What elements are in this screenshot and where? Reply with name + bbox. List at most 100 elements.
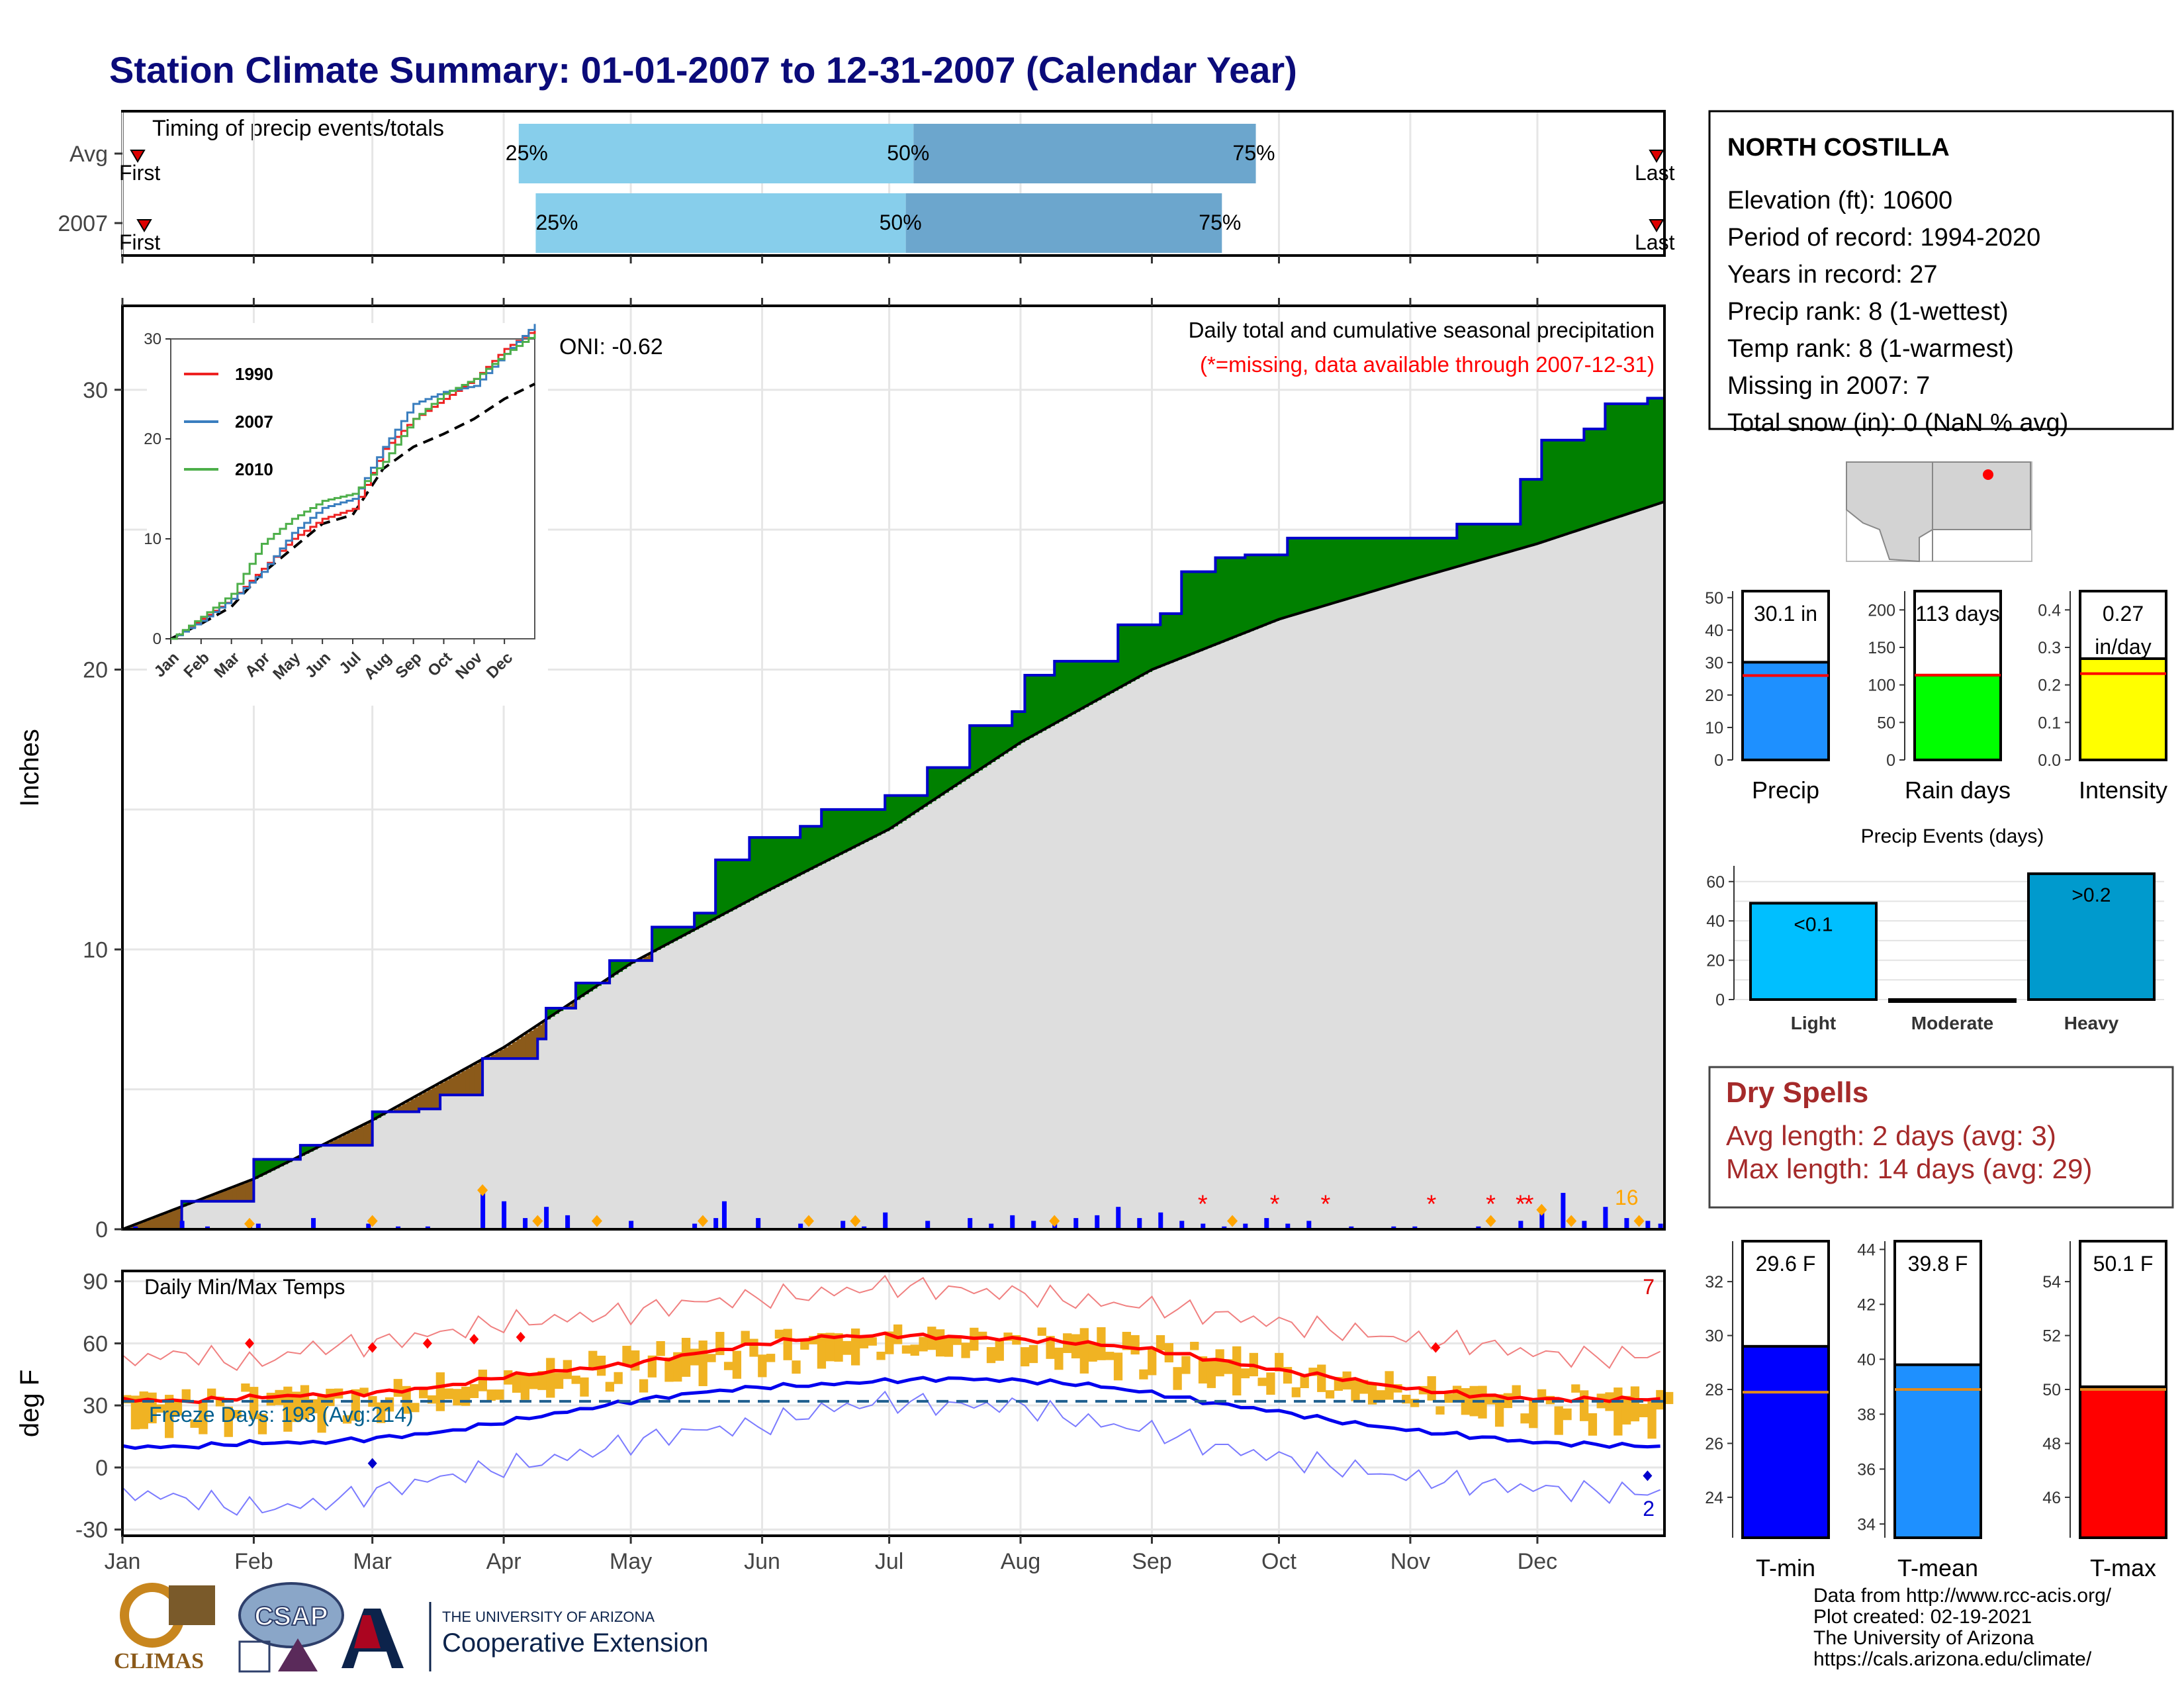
above-normal-slice <box>1567 440 1572 534</box>
above-normal-slice <box>1156 624 1161 669</box>
mini-ytick-label: 100 <box>1868 677 1895 695</box>
above-normal-slice <box>668 927 674 943</box>
above-normal-slice <box>550 1008 555 1017</box>
above-normal-slice <box>978 726 983 771</box>
oni-value: ONI: -0.62 <box>559 334 663 359</box>
daily-temp-range-bar <box>435 1372 445 1411</box>
timing-row-name: Avg <box>69 142 108 167</box>
mini-bar <box>2079 657 2167 761</box>
above-normal-slice <box>1097 661 1102 700</box>
daily-precip-bar <box>366 1223 371 1229</box>
record-high-marker <box>245 1338 255 1349</box>
climas-text: CLIMAS <box>114 1649 204 1673</box>
above-normal-slice <box>1457 524 1462 567</box>
above-normal-slice <box>1600 429 1606 523</box>
inset-ytick-label: 20 <box>144 430 161 448</box>
daily-precip-bar <box>1264 1218 1269 1229</box>
inset-avg-line <box>170 383 535 640</box>
above-normal-slice <box>304 1145 310 1154</box>
above-normal-slice <box>846 809 852 851</box>
above-normal-slice <box>1579 440 1584 530</box>
above-normal-slice <box>910 795 915 816</box>
daily-temp-range-bar <box>241 1383 250 1392</box>
daily-temp-range-bar <box>1028 1344 1038 1364</box>
above-normal-slice <box>1439 538 1445 572</box>
above-normal-slice <box>584 983 589 994</box>
above-normal-slice <box>1304 538 1309 612</box>
above-normal-slice <box>770 837 776 890</box>
above-normal-slice <box>1558 440 1563 537</box>
daily-temp-range-bar <box>1656 1389 1665 1410</box>
event-category-label: Heavy <box>2064 1013 2119 1033</box>
above-normal-slice <box>1126 624 1132 684</box>
daily-temp-range-bar <box>1240 1368 1250 1379</box>
above-normal-slice <box>825 809 831 862</box>
above-normal-slice <box>732 860 737 910</box>
above-normal-slice <box>829 809 835 859</box>
above-normal-slice <box>957 767 962 784</box>
above-normal-slice <box>1330 538 1335 604</box>
above-normal-slice <box>792 837 797 879</box>
daily-temp-range-bar <box>842 1340 852 1355</box>
heavy-event-marker <box>532 1215 543 1227</box>
mini-value-label-2: in/day <box>2095 635 2151 659</box>
mini-ytick-label: 150 <box>1868 639 1895 657</box>
station-line: Temp rank: 8 (1-warmest) <box>1727 335 2014 363</box>
below-normal-slice <box>469 1066 475 1096</box>
above-normal-slice <box>1393 538 1398 585</box>
above-normal-slice <box>787 837 792 881</box>
daily-temp-range-bar <box>1664 1391 1674 1405</box>
normal-area <box>122 501 1664 1229</box>
precip-markers: * * * * * ** <box>244 1184 1645 1230</box>
above-normal-slice <box>1584 429 1589 529</box>
below-normal-slice <box>393 1108 398 1112</box>
month-label: Mar <box>353 1549 392 1574</box>
daily-precip-bar <box>1243 1223 1248 1229</box>
above-normal-slice <box>1063 661 1068 719</box>
above-normal-slice <box>1465 524 1471 565</box>
above-normal-slice <box>1571 440 1576 533</box>
above-normal-slice <box>745 860 750 903</box>
below-normal-slice <box>156 1216 161 1229</box>
daily-temp-range-bar <box>1021 1347 1030 1367</box>
daily-temp-range-bar <box>1046 1336 1055 1359</box>
heavy-event-marker <box>1566 1215 1577 1227</box>
mini-ytick-label: 30 <box>1705 654 1723 673</box>
dry-spells-max: Max length: 14 days (avg: 29) <box>1726 1153 2092 1184</box>
below-normal-slice <box>144 1221 149 1229</box>
below-normal-slice <box>406 1101 411 1112</box>
above-normal-slice <box>253 1159 259 1179</box>
timing-bar-25-50 <box>535 193 906 253</box>
above-normal-slice <box>1257 555 1263 628</box>
above-normal-slice <box>1021 711 1026 743</box>
daily-temp-range-bar <box>308 1399 318 1413</box>
timing-panel: Timing of precip events/totals 25% 50% 75%… <box>58 110 1675 263</box>
daily-precip-bar <box>133 1226 138 1229</box>
above-normal-slice <box>1423 538 1428 577</box>
event-bar-label: <0.1 <box>1794 914 1833 935</box>
daily-temp-range-bar <box>1529 1399 1538 1429</box>
mini-bar-name: Intensity <box>2079 776 2167 804</box>
daily-temp-range-bar <box>486 1389 496 1401</box>
temps-y-axis: -30 0 30 60 90 <box>75 1270 122 1543</box>
above-normal-slice <box>1351 538 1356 598</box>
events-plot: 0 20 40 60 <0.1 Light Moderate >0.2 Heavy <box>1706 866 2164 1033</box>
above-normal-slice <box>1651 398 1657 506</box>
daily-temp-range-bar <box>1317 1364 1326 1392</box>
daily-temp-range-bar <box>165 1395 174 1438</box>
above-normal-slice <box>1410 538 1415 581</box>
mini-bar <box>2079 1385 2167 1539</box>
daily-precip-bar <box>1476 1226 1481 1229</box>
daily-precip-bar <box>1137 1218 1142 1229</box>
daily-temp-range-bar <box>681 1338 691 1377</box>
below-normal-slice <box>512 1041 517 1059</box>
daily-temp-range-bar <box>1563 1408 1572 1421</box>
above-normal-slice <box>1503 524 1508 553</box>
above-normal-slice <box>1325 538 1330 606</box>
above-normal-slice <box>1660 398 1665 504</box>
daily-precip-bar <box>1603 1207 1608 1229</box>
daily-precip-bar <box>1658 1223 1663 1229</box>
above-normal-slice <box>970 726 975 776</box>
above-normal-slice <box>652 927 657 953</box>
credits: Data from http://www.rcc-acis.org/Plot c… <box>1813 1585 2112 1670</box>
